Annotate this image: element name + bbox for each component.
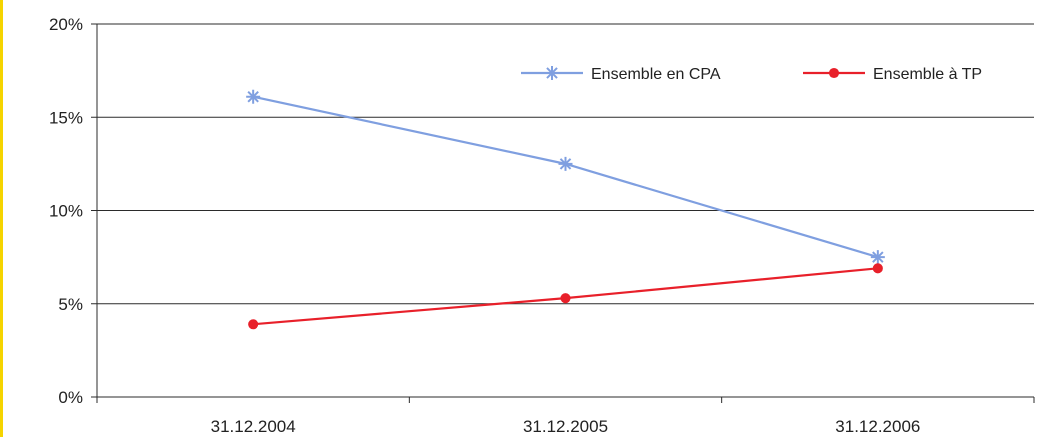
- y-tick-label: 20%: [49, 15, 83, 34]
- legend-label: Ensemble à TP: [873, 66, 982, 83]
- y-tick-label: 15%: [49, 108, 83, 127]
- y-tick-label: 5%: [58, 295, 83, 314]
- gridlines: [91, 23, 1034, 398]
- data-point: [828, 67, 840, 79]
- data-point: [870, 250, 885, 265]
- data-point: [545, 66, 559, 80]
- y-tick-label: 0%: [58, 388, 83, 407]
- data-point: [560, 293, 571, 304]
- left-edge-stripe: [0, 0, 3, 437]
- data-point: [558, 156, 573, 171]
- data-point: [246, 89, 261, 104]
- x-tick-label: 31.12.2005: [523, 417, 608, 436]
- axes: 0% 5% 10% 15% 20% 31.12.2004 31.12.2005 31.12.2…: [49, 15, 1035, 436]
- x-tick-label: 31.12.2006: [835, 417, 920, 436]
- series-line: [252, 95, 879, 259]
- series-layer: [246, 89, 885, 330]
- data-point: [872, 263, 883, 274]
- x-tick-label: 31.12.2004: [211, 417, 296, 436]
- data-point: [248, 319, 259, 330]
- legend: Ensemble en CPA Ensemble à TP: [521, 66, 982, 83]
- legend-label: Ensemble en CPA: [591, 66, 721, 83]
- y-tick-label: 10%: [49, 202, 83, 221]
